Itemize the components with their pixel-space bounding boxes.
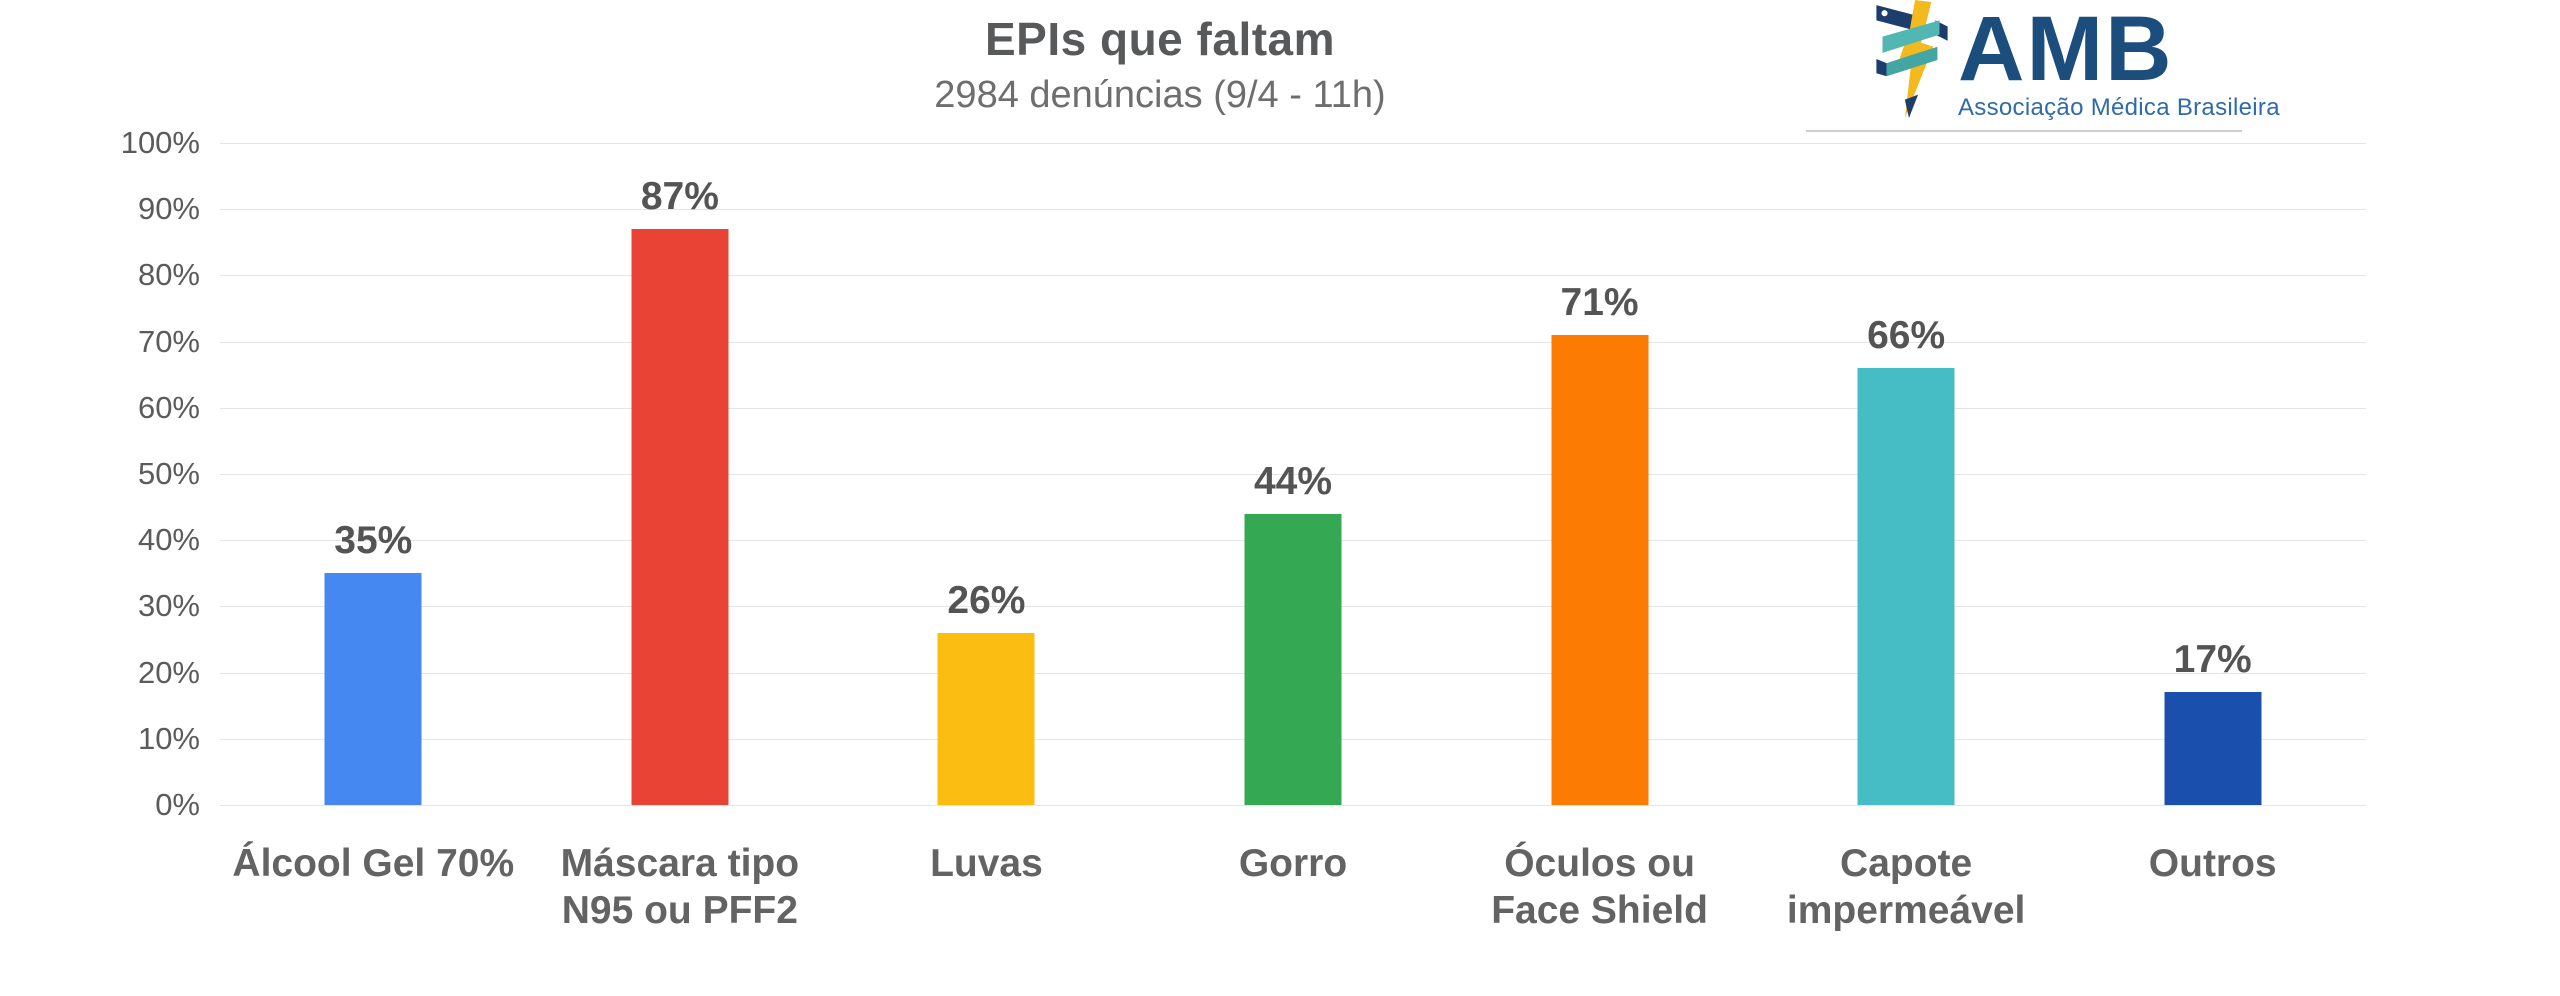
bar-value-label: 71% [1560,280,1639,324]
y-tick-label: 100% [120,125,200,160]
bar-value-label: 87% [640,175,719,219]
bar-value-label: 26% [947,578,1026,622]
bar-column: 35% [220,143,527,805]
bar-value-label: 66% [1867,314,1946,358]
logo-subtext: Associação Médica Brasileira [1958,94,2280,121]
x-category-label: Outros [2148,842,2277,885]
y-tick-label: 80% [137,257,200,293]
logo-underline [1806,130,2242,132]
bar-column: 87% [527,143,834,805]
plot-area: 0% 10% 20% 30% 40% 50% 60% 70% 80% 90% 100% 35% 87% 2… [121,125,2366,822]
logo-text-block: AMB Associação Médica Brasileira [1958,0,2280,122]
bar-column: 44% [1140,143,1447,805]
x-category-label: Máscara tipo N95 ou PFF2 [560,842,800,932]
y-tick-label: 20% [137,654,200,690]
y-tick-label: 90% [137,191,200,227]
y-tick-label: 0% [155,787,200,822]
y-tick-label: 60% [137,389,200,425]
x-axis-labels: Álcool Gel 70% Máscara tipo N95 ou PFF2 Lu… [220,840,2366,970]
bar [937,632,1035,805]
gridline [220,474,2366,475]
gridline [220,209,2366,211]
gridline [220,805,2366,806]
x-category-label: Capote impermeável [1786,842,2026,932]
y-tick-label: 70% [137,323,200,359]
bar-column: 66% [1753,143,2060,805]
y-tick-label: 30% [137,588,200,624]
y-tick-label: 50% [137,456,200,491]
bar [2164,692,2262,805]
amb-logo: AMB Associação Médica Brasileira [1872,0,2280,122]
gridline [220,407,2366,409]
x-category-label: Gorro [1238,842,1348,885]
x-category-label: Álcool Gel 70% [232,842,515,885]
logo-wordmark: AMB [1958,0,2174,100]
caduceus-icon [1876,0,1948,118]
bar [1857,368,1955,805]
gridline [220,275,2366,277]
bar-column: 26% [833,143,1140,805]
bar [1551,334,1649,805]
bar-value-label: 44% [1253,459,1333,503]
gridline [220,341,2366,343]
y-tick-label: 10% [137,720,200,756]
bar-column: 17% [2059,143,2366,805]
x-category-label: Óculos ou Face Shield [1491,842,1708,932]
bar-value-label: 35% [334,519,413,563]
bar [1244,513,1342,805]
gridline [220,143,2366,144]
bar-value-label: 17% [2173,638,2252,682]
x-category-label: Luvas [930,842,1043,885]
y-tick-label: 40% [137,522,200,558]
bar-column: 71% [1446,143,1753,805]
bar [631,229,729,805]
bar [324,573,422,805]
